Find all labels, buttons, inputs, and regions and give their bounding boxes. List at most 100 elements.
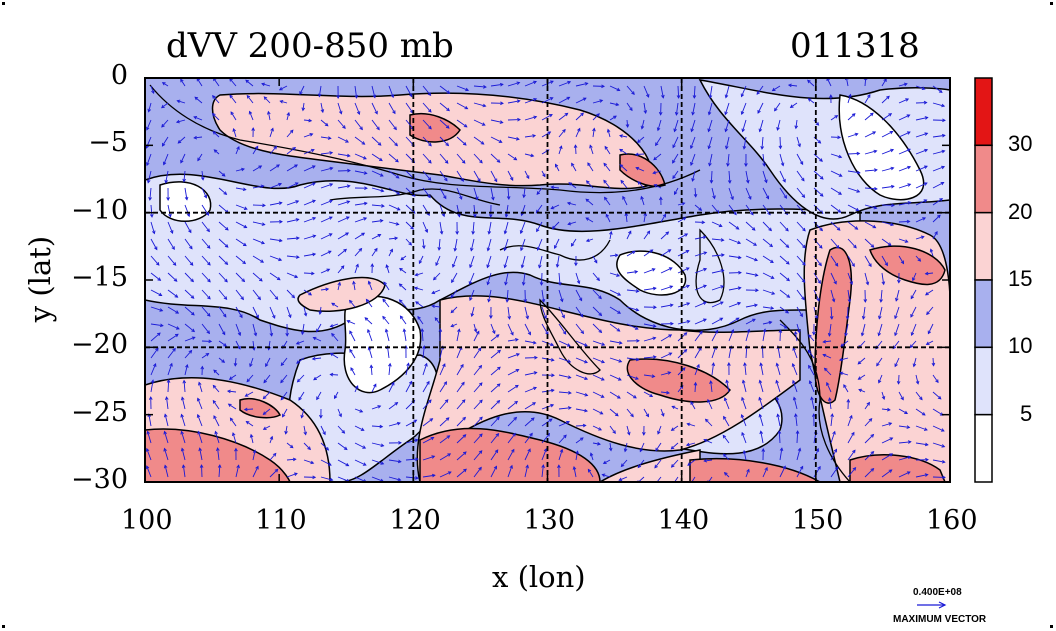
wind-vector-head (851, 113, 856, 117)
wind-vector-head (707, 145, 712, 150)
wind-vector-head (801, 279, 806, 283)
wind-vector-head (628, 230, 632, 235)
wind-vector (196, 78, 203, 87)
wind-vector-head (188, 229, 192, 234)
wind-vector-head (358, 247, 363, 252)
wind-vector-head (533, 115, 538, 120)
wind-vector (711, 269, 724, 274)
wind-vector (892, 340, 900, 349)
wind-vector (741, 414, 747, 427)
wind-vector (415, 272, 424, 276)
wind-vector-head (550, 403, 555, 408)
wind-vector (488, 221, 492, 234)
wind-vector-head (720, 269, 725, 273)
wind-vector-head (395, 222, 400, 226)
wind-vector-head (584, 408, 588, 413)
wind-vector-head (778, 329, 783, 333)
wind-vector (857, 357, 866, 365)
wind-vector (881, 255, 888, 266)
wind-vector-head (886, 95, 890, 100)
wind-vector-head (503, 247, 507, 252)
wind-vector-head (598, 295, 602, 300)
wind-vector (757, 102, 764, 114)
contour-line (695, 228, 725, 304)
wind-vector (847, 133, 858, 138)
wind-vector-head (737, 240, 742, 245)
wind-vector (371, 425, 383, 428)
wind-vector (585, 217, 594, 223)
wind-vector-head (455, 231, 459, 235)
wind-vector-head (853, 485, 856, 488)
wind-vector (319, 306, 322, 315)
wind-vector (213, 369, 220, 376)
wind-vector-head (164, 396, 169, 401)
wind-vector (912, 272, 917, 281)
wind-vector-head (912, 277, 916, 282)
wind-vector-head (164, 179, 168, 184)
wind-vector-head (373, 383, 377, 388)
wind-vector-head (532, 340, 537, 345)
wind-vector-head (364, 317, 369, 321)
wind-vector-head (190, 278, 194, 283)
wind-vector-head (376, 126, 380, 131)
wind-vector-head (618, 359, 623, 363)
wind-vector-head (686, 319, 691, 324)
wind-vector-head (399, 267, 403, 272)
wind-vector (286, 164, 298, 172)
wind-vector-head (923, 182, 928, 186)
wind-vector (504, 255, 509, 268)
wind-vector (473, 85, 486, 88)
wind-vector (439, 187, 447, 199)
wind-vector (710, 380, 713, 393)
wind-vector-head (252, 346, 256, 351)
wind-vector (592, 391, 604, 398)
wind-vector (723, 453, 730, 461)
wind-vector (587, 469, 594, 478)
wind-vector-head (907, 201, 912, 205)
wind-vector (847, 170, 860, 174)
wind-vector (296, 340, 305, 345)
wind-vector-head (542, 173, 546, 178)
wind-vector-head (239, 314, 243, 319)
wind-vector (184, 272, 194, 282)
wind-vector (831, 485, 839, 494)
wind-vector (337, 408, 342, 417)
wind-vector-head (289, 444, 294, 449)
wind-vector-head (894, 315, 898, 320)
wind-vector (790, 102, 798, 108)
wind-vector-head (794, 413, 798, 418)
wind-vector (807, 350, 815, 359)
wind-vector-head (457, 213, 461, 218)
wind-vector-head (313, 376, 317, 381)
wind-vector (881, 408, 891, 411)
wind-vector-head (924, 473, 929, 477)
wind-vector-head (312, 199, 316, 204)
wind-vector-head (279, 100, 284, 104)
wind-vector-head (486, 281, 490, 286)
wind-vector (881, 391, 885, 400)
wind-vector-head (514, 337, 519, 342)
wind-vector-head (768, 488, 771, 491)
wind-vector (182, 465, 186, 478)
wind-vector (439, 381, 447, 393)
wind-vector-head (703, 318, 707, 322)
wind-vector (456, 399, 466, 410)
wind-vector-head (941, 165, 946, 170)
wind-vector (164, 414, 169, 427)
wind-vector (388, 85, 394, 98)
wind-vector (269, 164, 280, 172)
wind-vector-head (578, 297, 583, 302)
wind-vector (286, 289, 295, 298)
wind-vector-head (582, 423, 587, 428)
wind-vector-head (198, 447, 202, 452)
wind-vector-head (900, 260, 905, 265)
wind-vector-head (703, 251, 708, 255)
wind-vector-head (330, 493, 333, 496)
wind-vector-head (567, 375, 572, 379)
wind-vector (235, 340, 241, 350)
wind-vector (331, 302, 339, 308)
wind-vector-head (316, 396, 320, 401)
wind-vector (762, 187, 769, 199)
wind-vector (350, 367, 356, 376)
wind-vector (898, 471, 911, 478)
